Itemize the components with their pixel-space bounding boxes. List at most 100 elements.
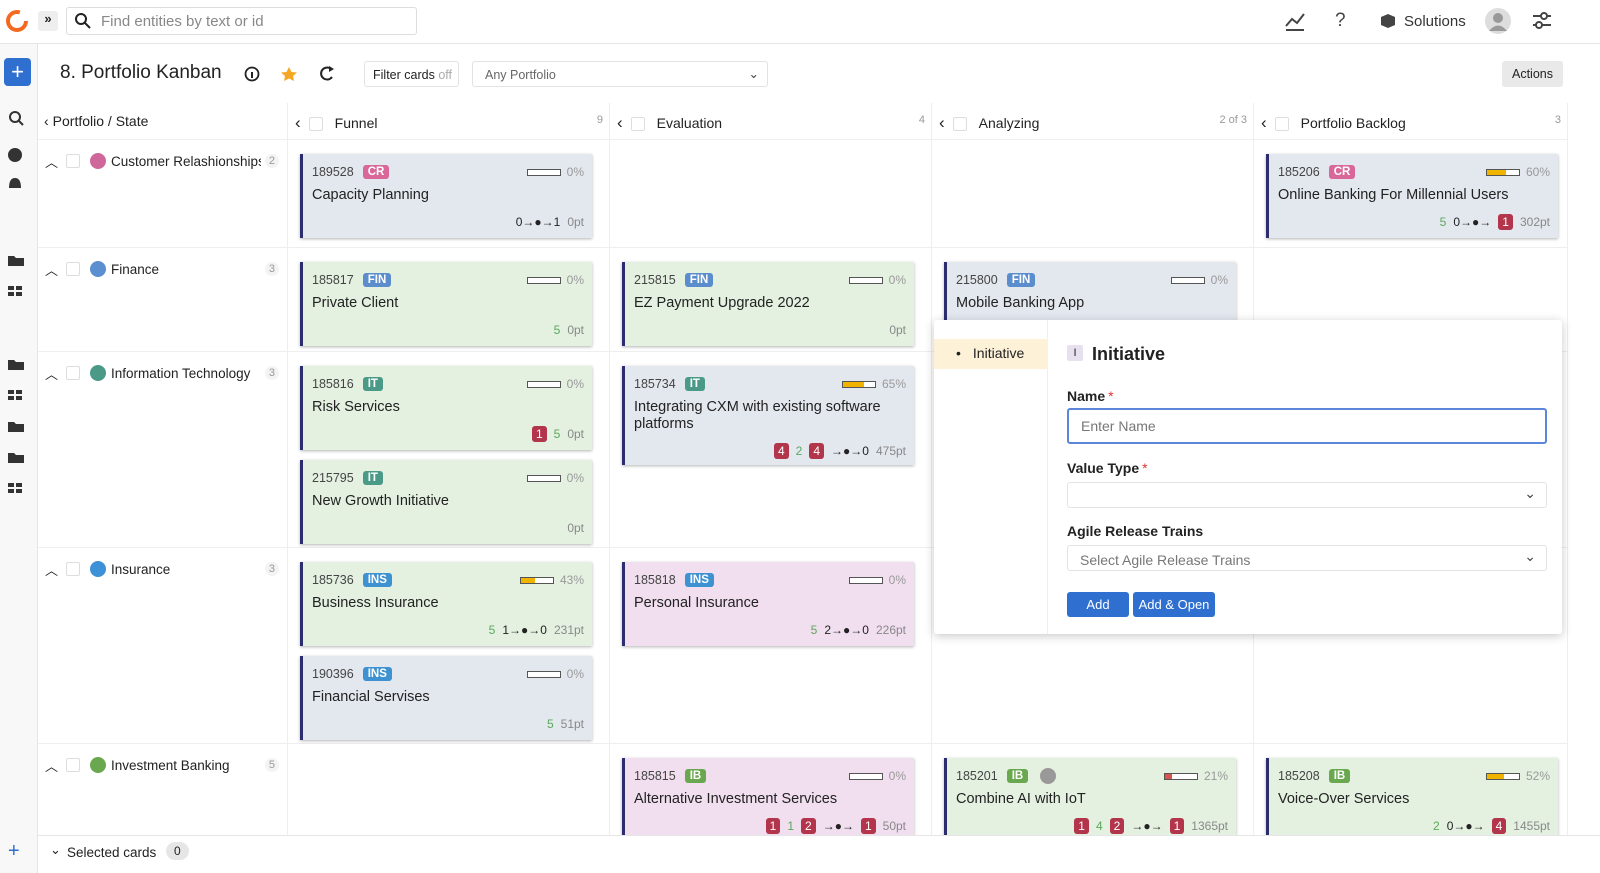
create-button[interactable]: + bbox=[4, 58, 31, 86]
kanban-card[interactable]: 185734 IT 65% Integrating CXM with existing… bbox=[622, 366, 914, 465]
checkbox[interactable] bbox=[66, 262, 80, 276]
cell bbox=[1254, 548, 1568, 744]
logo[interactable] bbox=[4, 8, 32, 36]
chevron[interactable]: ‹ bbox=[617, 113, 623, 132]
checkbox[interactable] bbox=[66, 758, 80, 772]
kanban-card[interactable]: 189528 CR 0% Capacity Planning 0→●→1 0pt bbox=[300, 154, 592, 238]
card-header: 185736 INS 43% bbox=[312, 571, 584, 589]
progress: 0% bbox=[1170, 273, 1228, 287]
card-points: 1455pt bbox=[1513, 818, 1550, 833]
title-icons[interactable] bbox=[243, 65, 343, 85]
add-icon[interactable]: + bbox=[8, 840, 20, 862]
checkbox[interactable] bbox=[952, 117, 967, 132]
chevron[interactable]: ︿ bbox=[45, 367, 59, 382]
card-badge: 4 bbox=[809, 442, 825, 459]
card-tag: IT bbox=[362, 471, 383, 485]
chevron[interactable]: ‹ bbox=[295, 113, 301, 132]
portfolio-select[interactable]: Any Portfolio ⌄ bbox=[472, 61, 768, 87]
chevron[interactable]: ︿ bbox=[45, 155, 59, 170]
chevron[interactable]: ︿ bbox=[45, 263, 59, 278]
row-header: ︿ Insurance 3 bbox=[38, 548, 288, 744]
progress-fill bbox=[520, 577, 535, 583]
progress-bar bbox=[519, 576, 554, 584]
cell bbox=[932, 548, 1254, 744]
cell: 185736 INS 43% Business Insurance 5 1→●→0 231p… bbox=[288, 548, 610, 744]
row-name: Investment Banking bbox=[111, 758, 230, 773]
field-label-text: Name bbox=[1067, 388, 1106, 404]
chevron[interactable]: ‹ bbox=[1261, 113, 1267, 132]
column-header: ‹ Portfolio Backlog 3 bbox=[1254, 103, 1568, 140]
column-name: Evaluation bbox=[656, 115, 723, 131]
progress-label: 0% bbox=[888, 573, 906, 587]
cell: 189528 CR 0% Capacity Planning 0→●→1 0pt bbox=[288, 140, 610, 248]
search-icon bbox=[75, 13, 91, 29]
card-count: 1 bbox=[787, 818, 795, 833]
filter-toggle[interactable]: Filter cards off bbox=[364, 61, 459, 87]
checkbox[interactable] bbox=[1274, 117, 1289, 132]
expand-button[interactable]: » bbox=[38, 11, 58, 31]
actions-button[interactable]: Actions bbox=[1502, 61, 1563, 87]
chevron[interactable]: ︿ bbox=[45, 563, 59, 578]
card-flow: →●→0 bbox=[831, 443, 869, 458]
sidebar: + bbox=[0, 44, 38, 873]
checkbox[interactable] bbox=[66, 562, 80, 576]
solutions-menu[interactable]: Solutions bbox=[1404, 13, 1466, 30]
progress-bar bbox=[526, 670, 561, 678]
progress-label: 0% bbox=[566, 165, 584, 179]
kanban-card[interactable]: 185201 IB 21% Combine AI with IoT 1 4 2 →●→ 1 136… bbox=[944, 758, 1236, 835]
type-icon: I bbox=[1067, 345, 1083, 361]
kanban-card[interactable]: 185815 IB 0% Alternative Investment Service… bbox=[622, 758, 914, 835]
card-badge: 1 bbox=[1169, 817, 1185, 834]
checkbox[interactable] bbox=[66, 366, 80, 380]
progress-bar bbox=[848, 276, 883, 284]
kanban-card[interactable]: 215795 IT 0% New Growth Initiative 0pt bbox=[300, 460, 592, 544]
popup-button[interactable]: Add & Open bbox=[1133, 592, 1215, 617]
card-footer: 1 5 0pt bbox=[312, 425, 584, 442]
user-avatar[interactable] bbox=[1484, 7, 1512, 35]
card-tag: FIN bbox=[1006, 273, 1036, 287]
checkbox[interactable] bbox=[66, 154, 80, 168]
top-bar: » Find entities by text or id ? Solution… bbox=[0, 0, 1600, 44]
chevron[interactable]: ‹ bbox=[44, 113, 49, 129]
text-input[interactable]: Enter Name bbox=[1067, 408, 1547, 444]
card-header: 185818 INS 0% bbox=[634, 571, 906, 589]
card-flow: 2→●→0 bbox=[824, 622, 869, 637]
settings-icon[interactable] bbox=[1531, 10, 1553, 32]
kanban-card[interactable]: 185817 FIN 0% Private Client 5 0pt bbox=[300, 262, 592, 346]
chevron[interactable]: ‹ bbox=[939, 113, 945, 132]
cell: 185817 FIN 0% Private Client 5 0pt bbox=[288, 248, 610, 352]
card-title: Integrating CXM with existing software p… bbox=[634, 399, 881, 432]
select-input[interactable]: ⌄ bbox=[1067, 482, 1547, 508]
card-badge: 4 bbox=[773, 442, 789, 459]
search-input[interactable]: Find entities by text or id bbox=[66, 7, 417, 35]
checkbox[interactable] bbox=[630, 117, 645, 132]
kanban-card[interactable]: 185736 INS 43% Business Insurance 5 1→●→0 231p… bbox=[300, 562, 592, 646]
kanban-card[interactable]: 185206 CR 60% Online Banking For Millennial… bbox=[1266, 154, 1558, 238]
card-badge: 1 bbox=[531, 425, 547, 442]
select-input[interactable]: Select Agile Release Trains ⌄ bbox=[1067, 545, 1547, 571]
popup-button[interactable]: Add bbox=[1067, 592, 1129, 617]
kanban-card[interactable]: 215815 FIN 0% EZ Payment Upgrade 2022 0pt bbox=[622, 262, 914, 346]
kanban-card[interactable]: 185208 IB 52% Voice-Over Services 2 0→●→ 4 1455… bbox=[1266, 758, 1558, 835]
chevron[interactable]: ︿ bbox=[45, 759, 59, 774]
collapse-chevron[interactable]: ⌄ bbox=[50, 842, 61, 857]
nav-item-active[interactable]: • Initiative bbox=[934, 339, 1048, 369]
help-icon[interactable]: ? bbox=[1335, 10, 1346, 31]
dropdown-arrow: ⌄ bbox=[748, 67, 759, 81]
kanban-card[interactable]: 190396 INS 0% Financial Servises 5 51pt bbox=[300, 656, 592, 740]
sidebar-icons[interactable] bbox=[6, 108, 30, 508]
kanban-card[interactable]: 185818 INS 0% Personal Insurance 5 2→●→0 226pt bbox=[622, 562, 914, 646]
checkbox[interactable] bbox=[308, 117, 323, 132]
corner-header: ‹ Portfolio / State bbox=[38, 103, 288, 140]
card-title: Business Insurance bbox=[312, 595, 439, 611]
progress: 60% bbox=[1485, 165, 1550, 179]
kanban-card[interactable]: 185816 IT 0% Risk Services 1 5 0pt bbox=[300, 366, 592, 450]
selected-cards-label: Selected cards bbox=[67, 845, 157, 860]
card-badge: 1 bbox=[1498, 213, 1513, 230]
card-id: 189528 bbox=[312, 165, 354, 179]
popup-nav bbox=[934, 320, 1048, 634]
row-header: ︿ Finance 3 bbox=[38, 248, 288, 352]
column-header: ‹ Analyzing 2 of 3 bbox=[932, 103, 1254, 140]
dropdown-arrow: ⌄ bbox=[1524, 548, 1536, 564]
reports-icon[interactable] bbox=[1284, 10, 1306, 32]
